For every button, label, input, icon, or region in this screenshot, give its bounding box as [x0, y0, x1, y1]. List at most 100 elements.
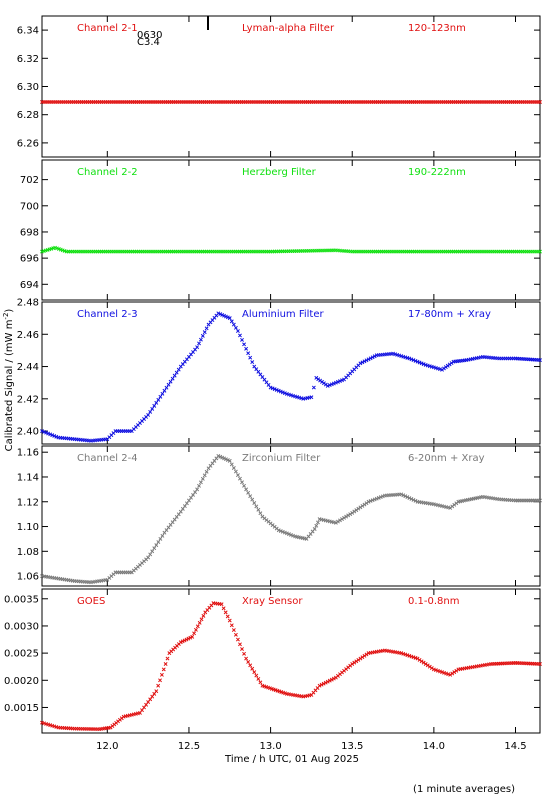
data-point [413, 498, 418, 503]
y-tick-label: 6.26 [17, 138, 39, 149]
data-point [333, 380, 338, 385]
data-point [46, 431, 51, 436]
data-point [362, 359, 367, 364]
y-tick-label: 694 [20, 280, 39, 291]
data-point [258, 680, 263, 685]
data-point [309, 395, 314, 400]
data-point [168, 379, 173, 384]
data-point [238, 333, 242, 338]
data-point [256, 676, 261, 681]
filter-label: Lyman-alpha Filter [242, 23, 335, 34]
y-tick-label: 0.0030 [4, 621, 39, 632]
annotation-class: C3.4 [137, 37, 160, 48]
data-point [335, 519, 340, 524]
data-point [407, 496, 412, 500]
data-point [409, 357, 414, 362]
y-tick-label: 1.10 [17, 522, 39, 533]
data-point [238, 476, 242, 481]
data-point [156, 397, 161, 402]
data-point [372, 354, 377, 359]
data-point [152, 546, 157, 551]
y-tick-label: 2.40 [17, 427, 39, 438]
data-point [331, 381, 336, 386]
data-point [333, 520, 338, 525]
y-tick-label: 702 [20, 175, 39, 186]
data-point [148, 409, 153, 414]
data-point [274, 387, 279, 392]
data-point [344, 514, 349, 519]
data-point [252, 670, 257, 675]
data-point [340, 378, 344, 383]
y-axis-title-close: ) [4, 309, 15, 313]
data-point [146, 413, 151, 417]
data-point [325, 383, 330, 388]
data-point [358, 361, 363, 366]
data-point [225, 614, 230, 619]
data-point [338, 518, 342, 523]
data-point [256, 507, 261, 512]
x-tick-label: 12.5 [178, 741, 200, 752]
channel-label: Channel 2-2 [77, 167, 138, 178]
chart-panel-4: 1.06 1.08 1.10 1.12 1.14 1.16 Channel 2-4 Zirco… [17, 445, 542, 587]
y-tick-label: 6.28 [17, 110, 39, 121]
data-point [231, 628, 236, 632]
data-point [156, 683, 161, 688]
y-tick-label: 2.48 [17, 298, 39, 309]
data-point [240, 480, 244, 485]
data-point [154, 689, 159, 694]
y-tick-label: 6.32 [17, 54, 39, 65]
data-point [191, 492, 195, 497]
y-tick-label: 2.46 [17, 330, 39, 341]
y-tick-label: 0.0025 [4, 649, 39, 660]
y-tick-label: 700 [20, 201, 39, 212]
x-tick-label: 13.0 [259, 741, 281, 752]
data-point [195, 345, 200, 350]
data-point [227, 316, 232, 321]
data-point [407, 356, 412, 361]
data-point [198, 337, 203, 342]
band-label: 17-80nm + Xray [408, 309, 491, 320]
data-point [146, 555, 151, 560]
data-point [154, 543, 159, 548]
data-point [160, 391, 165, 396]
data-point [48, 432, 53, 437]
data-point [244, 656, 249, 661]
data-point [159, 672, 164, 677]
channel-label: Channel 2-1 [77, 23, 138, 34]
filter-label: Xray Sensor [242, 596, 303, 607]
y-tick-label: 696 [20, 254, 39, 265]
y-tick-label: 6.34 [17, 26, 39, 37]
x-axis-title: Time / h UTC, 01 Aug 2025 [224, 754, 359, 765]
data-point [202, 330, 207, 335]
data-point [348, 512, 353, 517]
data-point [250, 666, 255, 671]
data-point [327, 678, 332, 683]
data-point [156, 540, 161, 544]
band-label: 190-222nm [408, 167, 466, 178]
data-point [195, 487, 200, 492]
data-point [321, 681, 326, 686]
data-point [311, 385, 316, 390]
data-point [323, 680, 328, 685]
data-point [229, 623, 234, 628]
data-point [229, 319, 234, 324]
data-point [201, 613, 206, 618]
data-point [42, 429, 46, 434]
data-point [340, 517, 344, 522]
data-point [164, 385, 169, 390]
data-point [331, 676, 336, 681]
data-point [342, 515, 347, 520]
data-point [248, 663, 253, 668]
plot-frame [41, 159, 541, 301]
data-point [148, 552, 153, 557]
data-point [166, 382, 171, 387]
data-point [231, 466, 236, 470]
data-point [231, 322, 236, 327]
data-point [242, 651, 247, 656]
data-point [172, 373, 177, 378]
data-point [254, 504, 259, 509]
data-point [44, 430, 49, 435]
data-point [538, 662, 542, 666]
data-point [409, 497, 414, 501]
data-point [219, 602, 224, 607]
